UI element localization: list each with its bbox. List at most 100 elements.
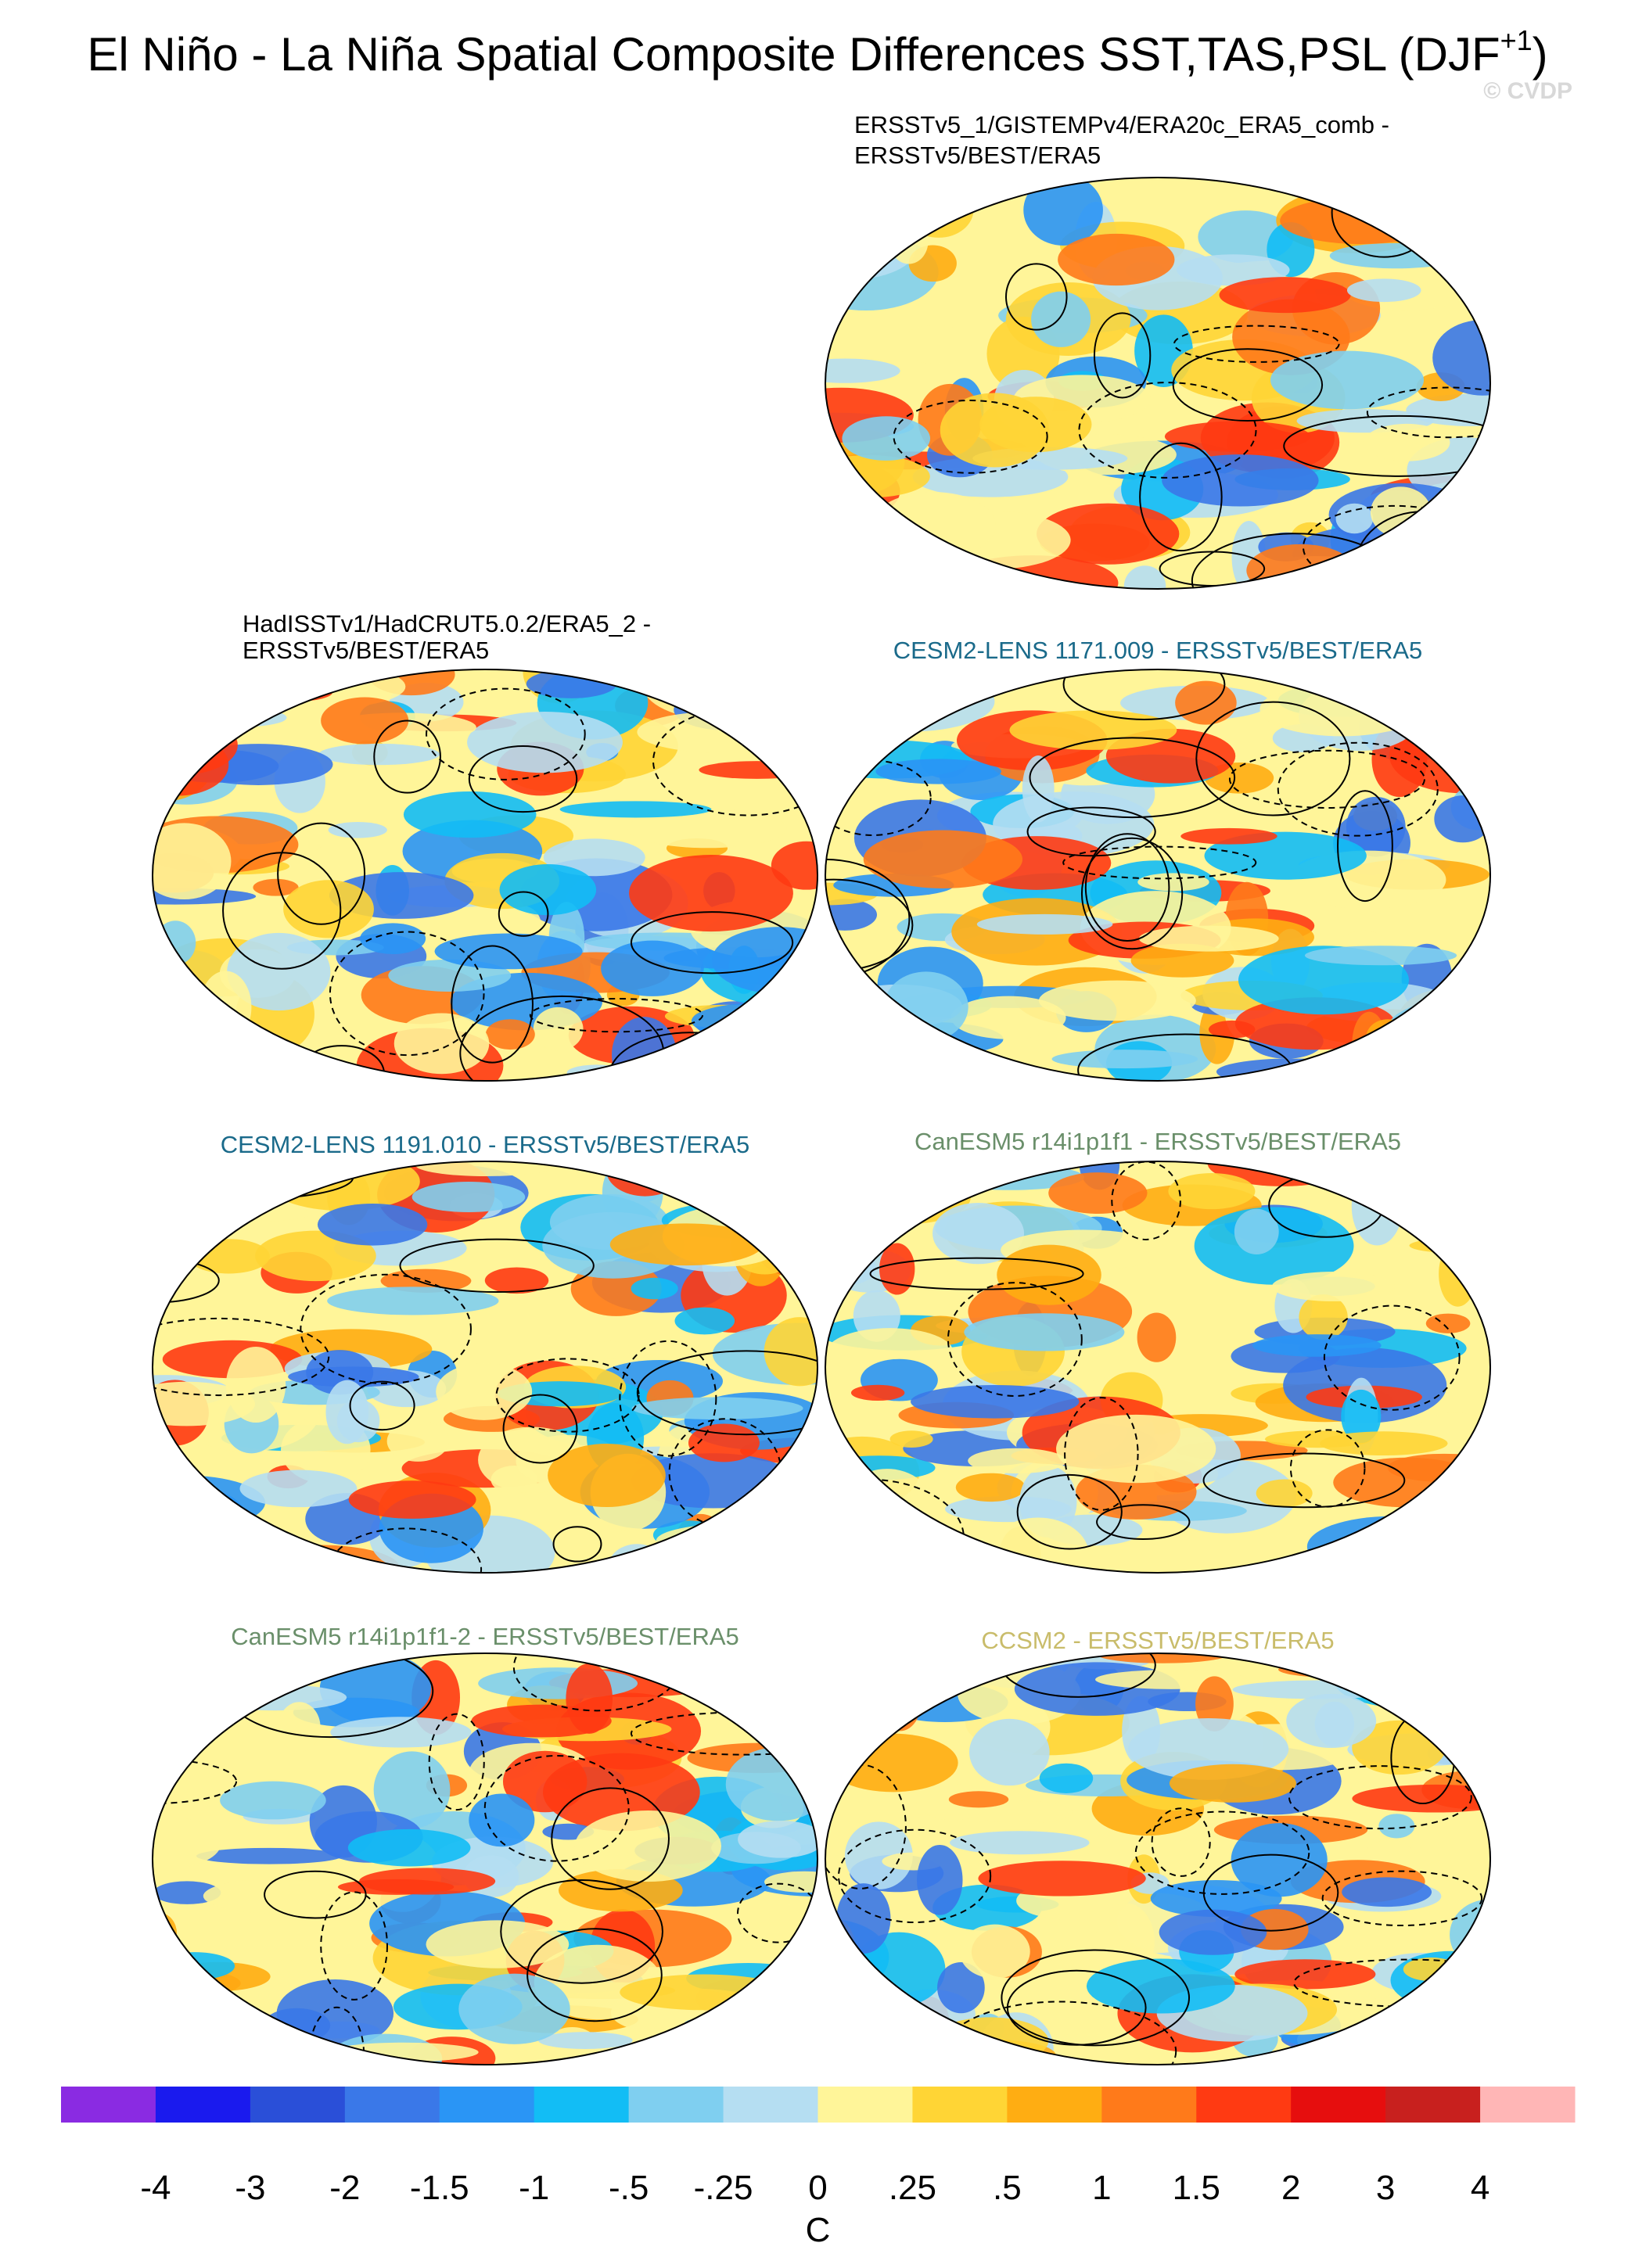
psl-contour xyxy=(1228,749,1425,809)
anomaly-patch xyxy=(502,1750,588,1813)
psl-contour xyxy=(1139,442,1223,552)
psl-contour xyxy=(222,852,342,970)
anomaly-patch xyxy=(155,920,196,965)
anomaly-patch xyxy=(283,880,374,938)
psl-contour xyxy=(1202,1452,1406,1509)
anomaly-patch xyxy=(1246,544,1355,589)
anomaly-patch xyxy=(386,1420,449,1462)
anomaly-patch xyxy=(746,705,818,760)
anomaly-patch xyxy=(199,1678,253,1705)
anomaly-patch xyxy=(608,1544,667,1573)
anomaly-patch xyxy=(623,669,758,691)
psl-contour xyxy=(1288,1765,1472,1830)
map-outline xyxy=(825,1653,1491,2065)
psl-contour xyxy=(502,1394,578,1464)
anomaly-patch xyxy=(1320,1431,1448,1456)
map-panel: CanESM5 r14i1p1f1-2 - ERSSTv5/BEST/ERA5 xyxy=(152,1623,818,2065)
anomaly-patch xyxy=(825,217,917,281)
psl-contour xyxy=(630,911,794,974)
anomaly-patch xyxy=(1306,1516,1477,1573)
anomaly-patch xyxy=(1038,980,1196,1021)
anomaly-patch xyxy=(196,1847,342,1864)
anomaly-patch xyxy=(869,691,906,743)
anomaly-patch xyxy=(1169,1764,1296,1803)
colorbar-box xyxy=(534,2087,630,2123)
anomaly-patch xyxy=(1450,964,1490,1042)
anomaly-patch xyxy=(1009,710,1177,750)
anomaly-patch xyxy=(336,1399,380,1443)
psl-contour xyxy=(1277,741,1439,837)
anomaly-patch xyxy=(1175,680,1237,725)
anomaly-patch xyxy=(825,178,873,191)
anomaly-patch xyxy=(1461,1056,1490,1081)
colorbar-unit: C xyxy=(806,2211,831,2249)
map-outline xyxy=(152,1653,818,2065)
anomaly-patch xyxy=(900,325,972,364)
anomaly-patch xyxy=(1048,1172,1148,1214)
colorbar-box xyxy=(1480,2087,1576,2123)
anomaly-patch xyxy=(825,1226,892,1255)
anomaly-patch xyxy=(1180,827,1277,845)
colorbar-box xyxy=(344,2087,440,2123)
anomaly-patch xyxy=(1123,565,1166,589)
anomaly-patch xyxy=(997,1244,1101,1305)
anomaly-patch xyxy=(910,1253,950,1315)
psl-contour xyxy=(947,1282,1083,1398)
anomaly-patch xyxy=(1341,1389,1382,1444)
anomaly-patch xyxy=(825,558,864,589)
anomaly-patch xyxy=(1286,1693,1377,1748)
colorbar-box xyxy=(1385,2087,1481,2123)
anomaly-patch xyxy=(917,1844,963,1915)
map-outline xyxy=(825,1161,1491,1574)
anomaly-patch xyxy=(1130,943,1234,978)
psl-contour xyxy=(277,822,366,925)
colorbar-label: -2 xyxy=(329,2169,360,2207)
map-outline xyxy=(152,669,818,1082)
anomaly-patch xyxy=(978,1861,1146,1897)
anomaly-patch xyxy=(218,1655,278,1708)
anomaly-patch xyxy=(844,1193,880,1233)
colorbar-box xyxy=(1101,2087,1197,2123)
anomaly-patch xyxy=(1023,178,1103,246)
colorbar-box xyxy=(723,2087,818,2123)
anomaly-patch xyxy=(436,1362,533,1420)
anomaly-patch xyxy=(1216,1058,1367,1081)
colorbar-box xyxy=(250,2087,346,2123)
anomaly-patch xyxy=(611,1017,677,1081)
anomaly-patch xyxy=(220,1781,326,1820)
anomaly-patch xyxy=(850,1384,905,1401)
colorbar-box xyxy=(155,2087,251,2123)
anomaly-patch xyxy=(1436,560,1476,581)
map-field xyxy=(825,669,1490,1081)
watermark: © CVDP xyxy=(1483,78,1572,104)
psl-contour xyxy=(300,1273,472,1385)
anomaly-patch xyxy=(1313,669,1360,697)
colorbar-label: 1.5 xyxy=(1173,2169,1220,2207)
anomaly-patch xyxy=(879,1243,915,1295)
anomaly-patch xyxy=(203,1684,347,1711)
anomaly-patch xyxy=(478,1667,638,1699)
anomaly-patch xyxy=(1434,795,1490,843)
anomaly-patch xyxy=(566,1663,613,1734)
anomaly-patch xyxy=(1422,2014,1490,2058)
map-panel: CESM2-LENS 1191.010 - ERSSTv5/BEST/ERA5 xyxy=(152,1131,818,1574)
anomaly-patch xyxy=(1331,1545,1375,1573)
psl-contour xyxy=(451,945,534,1064)
anomaly-patch xyxy=(1446,1940,1490,2009)
panel-title: CanESM5 r14i1p1f1 - ERSSTv5/BEST/ERA5 xyxy=(915,1128,1401,1155)
anomaly-patch xyxy=(1364,423,1450,461)
anomaly-patch xyxy=(763,1523,799,1573)
anomaly-patch xyxy=(1039,1763,1094,1793)
colorbar-label: -.25 xyxy=(694,2169,753,2207)
anomaly-patch xyxy=(1370,218,1471,235)
anomaly-patch xyxy=(706,1523,799,1573)
psl-contour xyxy=(399,1238,595,1294)
anomaly-patch xyxy=(825,1976,898,2046)
anomaly-patch xyxy=(889,1430,933,1448)
map-field xyxy=(153,1653,818,2065)
anomaly-patch xyxy=(1137,1312,1177,1362)
anomaly-patch xyxy=(153,734,229,796)
map-panel: ERSSTv5_1/GISTEMPv4/ERA20c_ERA5_comb - ER… xyxy=(825,111,1491,590)
psl-contour xyxy=(468,745,578,813)
